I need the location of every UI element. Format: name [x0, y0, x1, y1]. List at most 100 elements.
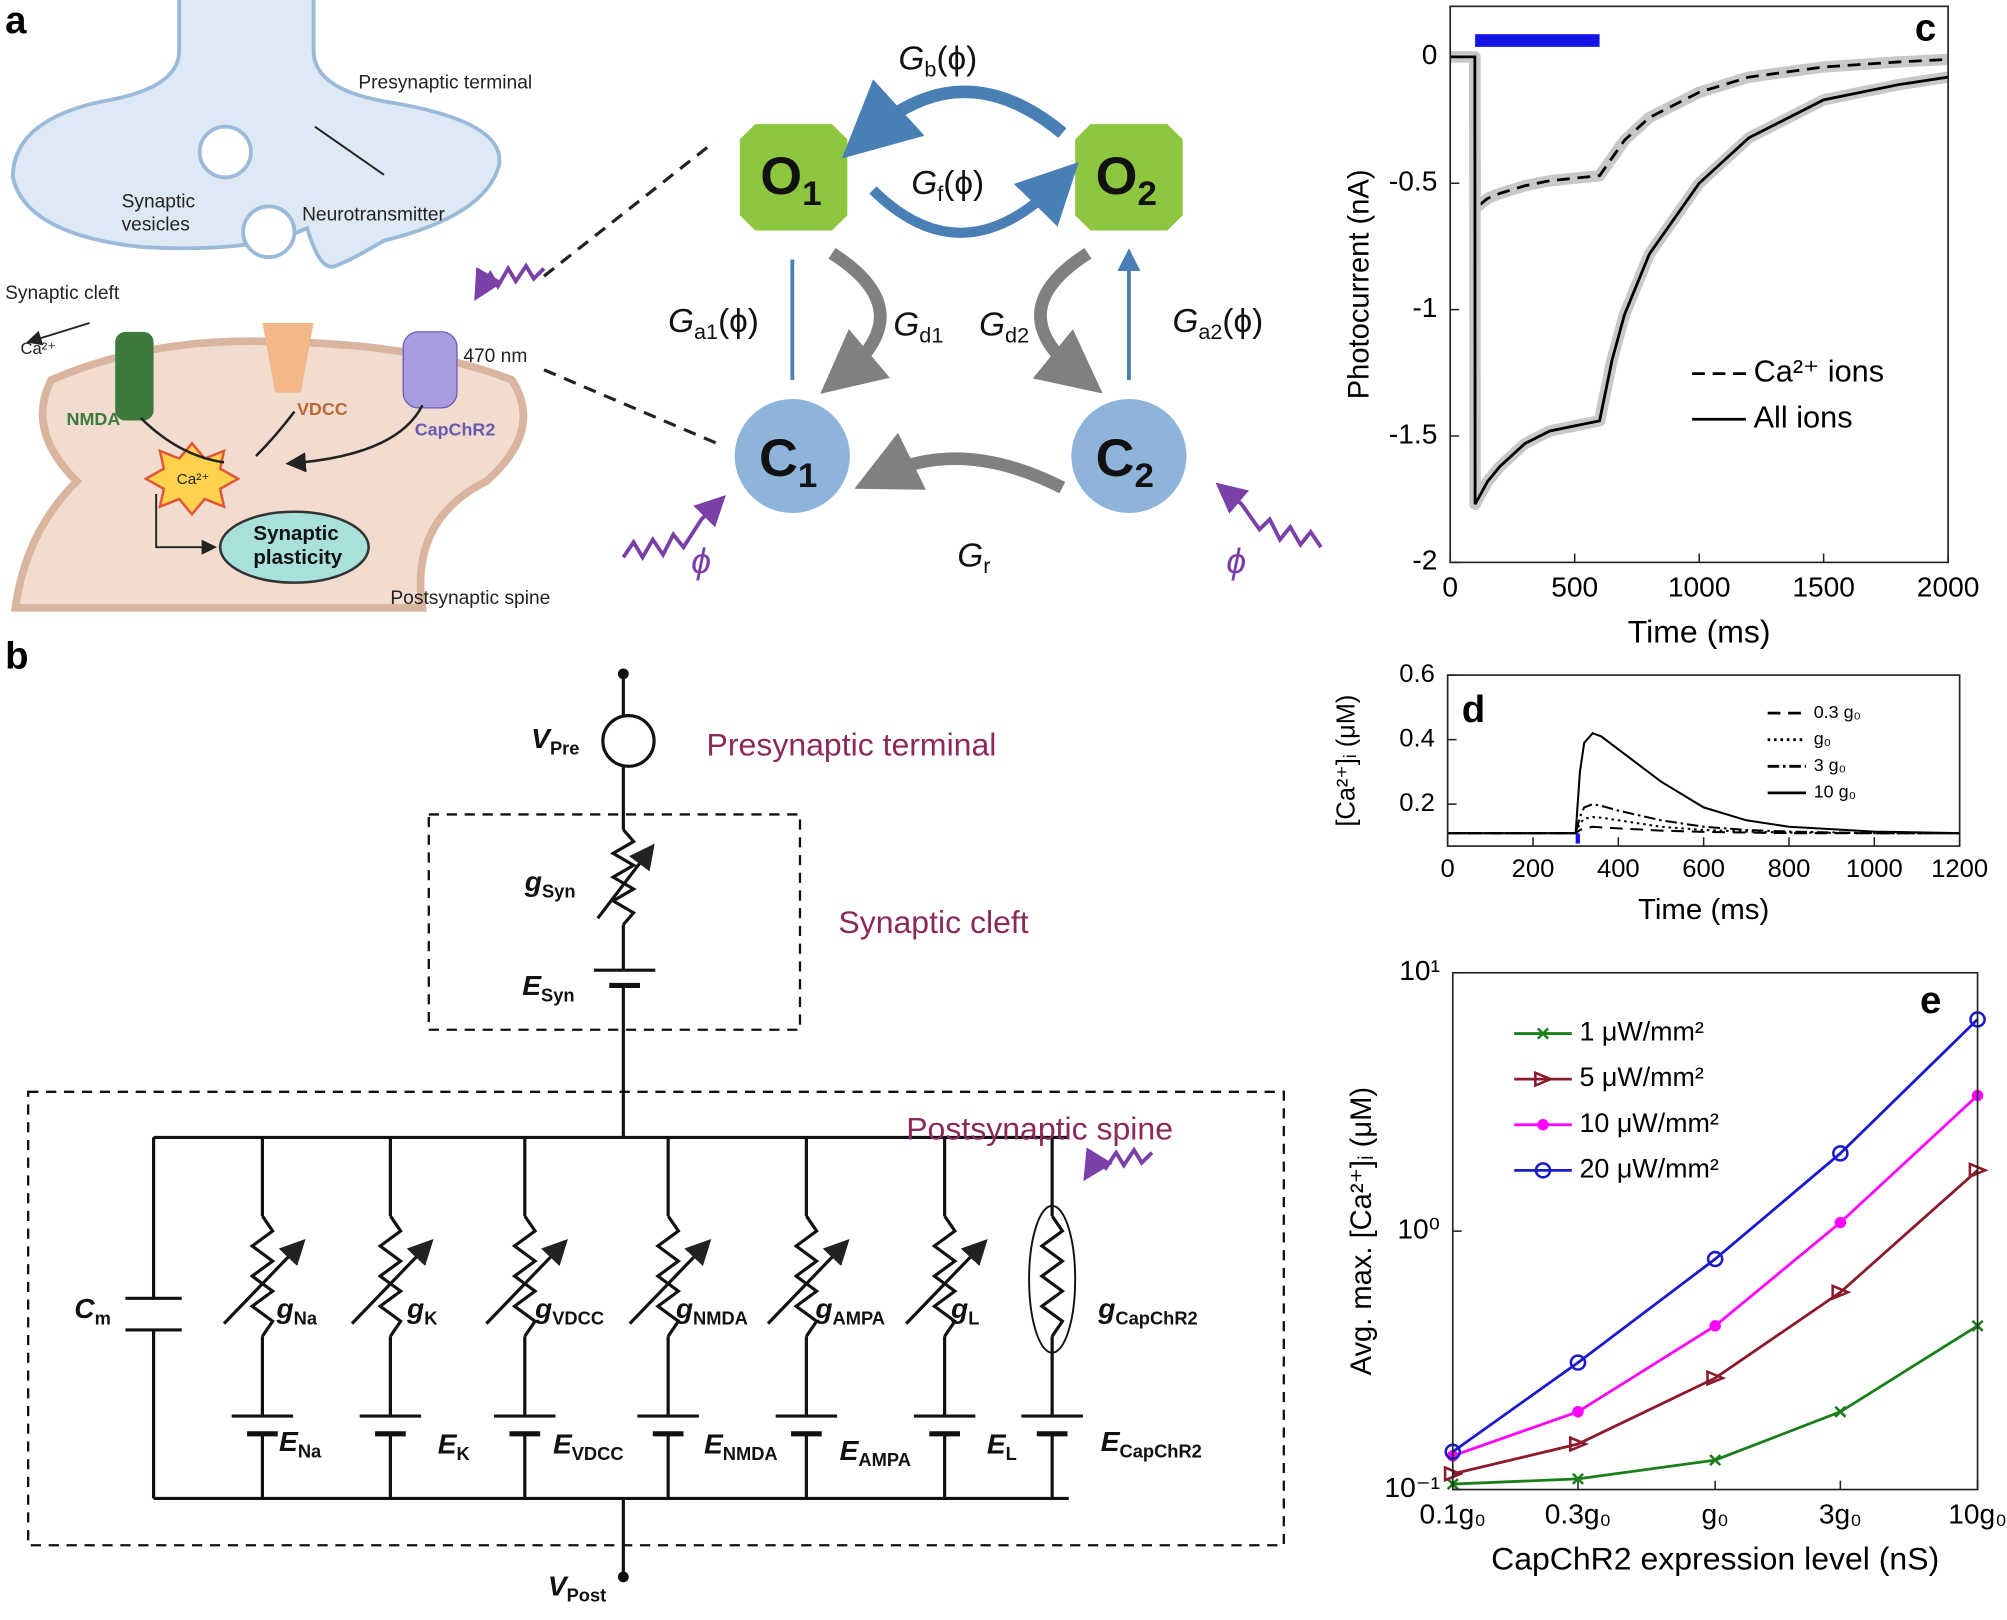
label-main: E	[704, 1429, 724, 1460]
terminal	[617, 1571, 629, 1583]
series-line	[1447, 816, 1960, 835]
light-stimulus	[1575, 833, 1580, 844]
zoom-line	[542, 140, 718, 445]
region-box	[427, 813, 802, 1031]
arrow	[28, 125, 385, 342]
x-tick-label: 500	[1551, 571, 1598, 602]
y-axis-label: Photocurrent (nA)	[1342, 169, 1375, 399]
synapse-cartoon	[10, 0, 718, 612]
transition-arrow	[1032, 247, 1103, 394]
y-tick-label: -0.5	[1389, 166, 1438, 197]
x-tick-label: 1200	[1931, 855, 1988, 883]
x-tick-label: 2000	[1917, 571, 1980, 602]
variable-arrow	[766, 1238, 850, 1325]
x-tick-label: 0	[1441, 855, 1455, 883]
label-sub: L	[968, 1308, 979, 1328]
label-arg: (ϕ)	[718, 303, 759, 340]
light-arrow	[474, 262, 546, 301]
vesicle	[241, 204, 297, 260]
label-sub: d1	[919, 323, 943, 347]
presynaptic-terminal	[10, 0, 502, 269]
y-tick-label: 0.4	[1399, 724, 1435, 752]
y-tick-label: -1.5	[1389, 419, 1438, 450]
label: Cm	[74, 1293, 111, 1328]
label-sub: d2	[1005, 323, 1029, 347]
label-sub: 2	[1137, 175, 1156, 213]
label-sub: Na	[294, 1308, 318, 1328]
label: VPost	[548, 1571, 606, 1606]
data-point	[1831, 1284, 1852, 1301]
label-sub: CapChR2	[1115, 1308, 1197, 1328]
label-main: g	[950, 1293, 968, 1324]
state-node	[734, 398, 850, 513]
label-main: G	[957, 537, 983, 574]
label-sub: L	[1006, 1444, 1017, 1464]
y-axis-label: Avg. max. [Ca²⁺]ᵢ (μM)	[1345, 1087, 1378, 1376]
label-sub: NMDA	[693, 1308, 748, 1328]
transition-arrow	[841, 79, 1067, 159]
label-sub: NMDA	[723, 1444, 778, 1464]
label-sub: Syn	[541, 985, 575, 1005]
label: Ga1(ϕ)	[668, 303, 759, 344]
resistor	[931, 1215, 958, 1338]
resistor	[655, 1215, 682, 1338]
label-main: E	[279, 1426, 299, 1457]
label-main: g	[814, 1293, 832, 1324]
label-sub: K	[457, 1444, 470, 1464]
cartoon-label: Ca²⁺	[20, 339, 56, 358]
x-tick-label: 1500	[1792, 571, 1855, 602]
cartoon-label: Postsynaptic spine	[390, 588, 550, 609]
cartoon-label: CapChR2	[415, 419, 496, 439]
data-point	[1832, 1145, 1849, 1162]
label-sub: CapChR2	[1120, 1441, 1202, 1461]
light-arrow	[1215, 482, 1323, 549]
label-sub: Syn	[542, 881, 576, 901]
series-line	[1450, 55, 1949, 212]
x-tick-label: 200	[1512, 855, 1555, 883]
label: gK	[406, 1293, 437, 1328]
variable-arrow	[222, 1238, 306, 1325]
label: gVDCC	[534, 1293, 604, 1328]
legend-label: 10 g₀	[1814, 782, 1856, 802]
circuit	[27, 668, 1285, 1583]
label: Gd2	[979, 307, 1029, 348]
label: gCapChR2	[1097, 1293, 1197, 1328]
y-tick-label: 0	[1422, 39, 1438, 70]
light-arrow	[621, 495, 726, 562]
error-band	[1450, 51, 1949, 510]
label-main: g	[534, 1293, 552, 1324]
label: ENa	[279, 1426, 322, 1461]
cartoon-label: NMDA	[67, 409, 121, 429]
cartoon-label: VDCC	[297, 399, 348, 419]
vdcc-channel	[262, 322, 314, 393]
panel-label: b	[5, 635, 28, 678]
label-sub: f	[937, 182, 943, 206]
variable-arrow	[485, 1238, 568, 1325]
data-point	[1569, 1354, 1587, 1371]
label-main: V	[548, 1571, 569, 1602]
legend-label: 20 μW/mm²	[1579, 1154, 1718, 1184]
region-box	[27, 1090, 1285, 1547]
resistor	[249, 1215, 276, 1338]
x-tick-label: g₀	[1701, 1499, 1728, 1530]
label: Gb(ϕ)	[899, 41, 978, 82]
label-main: g	[406, 1293, 424, 1324]
label-arg: (ϕ)	[1222, 303, 1263, 340]
label: ENMDA	[704, 1429, 778, 1464]
panel-label: e	[1920, 979, 1941, 1022]
panel-label: d	[1462, 688, 1485, 731]
cartoon-label: Ca²⁺	[177, 471, 210, 488]
legend-label: 3 g₀	[1814, 755, 1846, 775]
data-point	[1572, 1406, 1584, 1418]
label: gSyn	[524, 867, 576, 902]
transition-arrow	[869, 162, 1079, 238]
legend-label: All ions	[1754, 400, 1853, 434]
label: EAMPA	[840, 1435, 911, 1470]
x-tick-label: 0.1g₀	[1420, 1499, 1486, 1530]
label-sub: Pre	[550, 738, 579, 758]
cartoon-label: Synaptic	[253, 523, 338, 545]
data-point	[1709, 1320, 1721, 1332]
label: gNa	[275, 1293, 317, 1328]
